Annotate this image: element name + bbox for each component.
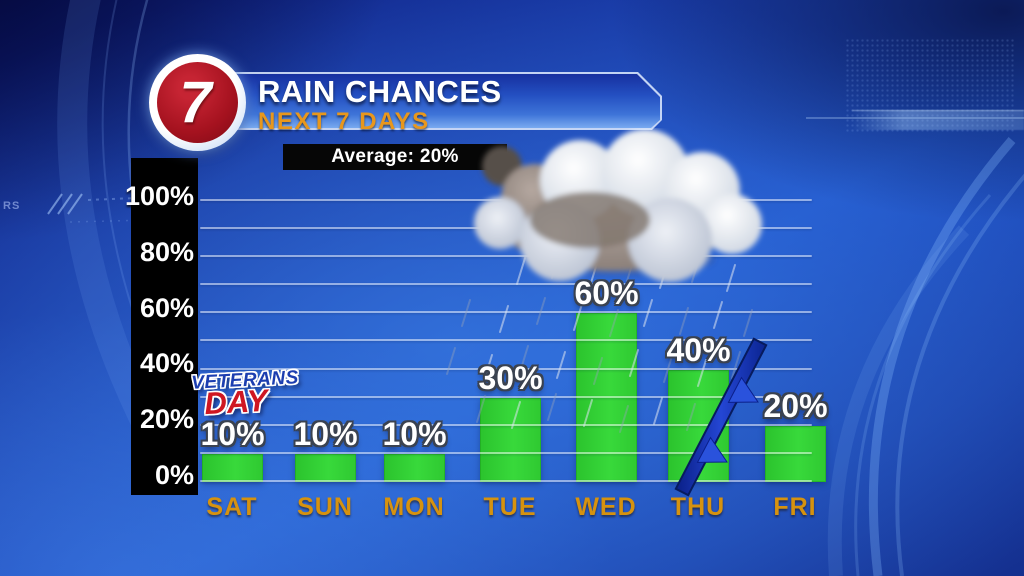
y-tick-80: 80% — [139, 237, 194, 267]
bar-sun — [295, 454, 356, 482]
bar-group-sun: 10% — [293, 416, 358, 482]
x-axis-label-sun: SUN — [297, 493, 353, 521]
bar-thu — [668, 370, 729, 482]
veterans-day-logo: VETERANS DAY — [191, 367, 301, 421]
y-tick-60: 60% — [139, 293, 194, 323]
x-axis-label-wed: WED — [575, 493, 637, 521]
bar-value-label-tue: 30% — [478, 360, 543, 396]
gridline-80 — [200, 255, 812, 257]
gridline-100 — [200, 199, 812, 201]
bar-group-fri: 20% — [763, 388, 828, 482]
right-edge-light-streak — [852, 110, 1024, 130]
bar-group-sat: 10% — [200, 416, 265, 482]
y-tick-40: 40% — [139, 348, 194, 378]
bar-group-wed: 60% — [574, 275, 639, 482]
average-label: Average: 20% — [331, 146, 459, 167]
page-subtitle: NEXT 7 DAYS — [258, 108, 430, 135]
bar-value-label-sun: 10% — [293, 416, 358, 452]
bar-value-label-wed: 60% — [574, 275, 639, 311]
gridline-90 — [200, 227, 812, 229]
gridline-60 — [200, 311, 812, 313]
y-axis-panel: 100% 80% 60% 40% 20% 0% — [125, 158, 198, 495]
bar-value-label-mon: 10% — [382, 416, 447, 452]
bar-value-label-sat: 10% — [200, 416, 265, 452]
y-tick-100: 100% — [124, 181, 194, 211]
bar-group-thu: 40% — [666, 332, 731, 482]
page-title: RAIN CHANCES — [258, 74, 502, 109]
x-axis-label-thu: THU — [670, 493, 726, 521]
station-logo: 7 — [149, 54, 246, 151]
gridline-70 — [200, 283, 812, 285]
title-banner — [185, 72, 662, 130]
bar-tue — [480, 398, 541, 482]
dot-matrix-texture — [845, 38, 1015, 133]
station-logo-number: 7 — [179, 69, 212, 135]
bar-value-label-fri: 20% — [763, 388, 828, 424]
y-tick-0: 0% — [154, 460, 194, 490]
header-text-block: RAIN CHANCES NEXT 7 DAYS — [258, 76, 502, 134]
title-banner-fill — [187, 74, 660, 128]
bar-value-label-thu: 40% — [666, 332, 731, 368]
bar-group-tue: 30% — [478, 360, 543, 482]
bar-sat — [202, 454, 263, 482]
station-logo-red-circle: 7 — [157, 62, 238, 143]
bar-group-mon: 10% — [382, 416, 447, 482]
bar-wed — [576, 313, 637, 482]
x-axis-label-fri: FRI — [773, 493, 817, 521]
average-callout: Average: 20% — [283, 144, 507, 170]
bar-fri — [765, 426, 826, 482]
y-tick-20: 20% — [139, 404, 194, 434]
x-axis-label-tue: TUE — [483, 493, 537, 521]
bar-mon — [384, 454, 445, 482]
background-watermark: RS — [3, 200, 21, 212]
x-axis-label-sat: SAT — [206, 493, 258, 521]
x-axis-label-mon: MON — [383, 493, 445, 521]
